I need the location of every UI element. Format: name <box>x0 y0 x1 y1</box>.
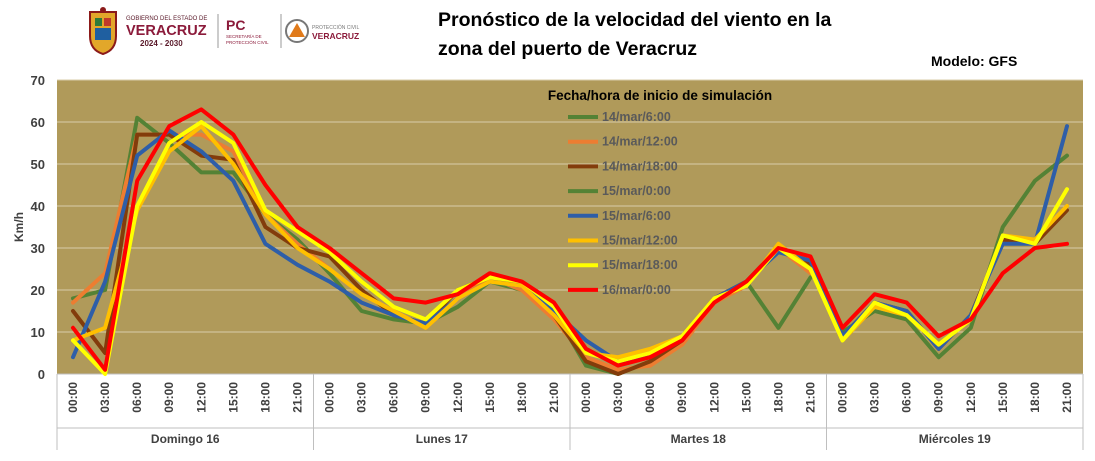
legend-entry: 14/mar/6:00 <box>602 110 671 124</box>
legend-entry: 14/mar/18:00 <box>602 159 678 173</box>
model-label: Modelo: GFS <box>931 53 1018 69</box>
x-tick-label: 15:00 <box>226 382 240 413</box>
x-tick-label: 21:00 <box>290 382 304 413</box>
y-tick-label: 30 <box>31 241 45 256</box>
y-tick-label: 50 <box>31 157 45 172</box>
x-tick-label: 09:00 <box>675 382 689 413</box>
x-tick-label: 15:00 <box>996 382 1010 413</box>
legend-entry: 15/mar/18:00 <box>602 258 678 272</box>
x-tick-label: 18:00 <box>771 382 785 413</box>
pc-sub1-text: SECRETARÍA DE <box>226 33 262 39</box>
legend-entry: 15/mar/0:00 <box>602 184 671 198</box>
x-tick-label: 12:00 <box>964 382 978 413</box>
series-line <box>840 153 1069 360</box>
y-tick-label: 20 <box>31 283 45 298</box>
x-tick-label: 12:00 <box>194 382 208 413</box>
x-tick-label: 21:00 <box>547 382 561 413</box>
day-group-label: Lunes 17 <box>416 432 468 446</box>
pc-sub2-text: PROTECCIÓN CIVIL <box>226 39 269 45</box>
day-group-label: Domingo 16 <box>151 432 220 446</box>
x-tick-label: 15:00 <box>483 382 497 413</box>
gov-years-text: 2024 - 2030 <box>140 39 183 48</box>
x-tick-label: 18:00 <box>1028 382 1042 413</box>
day-group-label: Miércoles 19 <box>919 432 991 446</box>
legend-entry: 15/mar/6:00 <box>602 209 671 223</box>
x-tick-label: 18:00 <box>515 382 529 413</box>
pc2-small-text: PROTECCIÓN CIVIL <box>312 24 359 31</box>
gov-small-text: GOBIERNO DEL ESTADO DE <box>126 16 207 22</box>
chart-title: Pronóstico de la velocidad del viento en… <box>438 6 898 64</box>
x-tick-label: 06:00 <box>387 382 401 413</box>
x-tick-label: 00:00 <box>66 382 80 413</box>
veracruz-coat-of-arms-icon <box>89 7 117 56</box>
pc2-name-text: VERACRUZ <box>312 31 359 41</box>
chart-title-line1: Pronóstico de la velocidad del viento en… <box>438 9 832 31</box>
legend-entry: 16/mar/0:00 <box>602 283 671 297</box>
x-tick-label: 21:00 <box>1060 382 1074 413</box>
y-tick-label: 60 <box>31 115 45 130</box>
header-logos: GOBIERNO DEL ESTADO DE VERACRUZ 2024 - 2… <box>89 7 359 56</box>
x-tick-label: 09:00 <box>419 382 433 413</box>
x-tick-label: 06:00 <box>643 382 657 413</box>
x-tick-label: 00:00 <box>836 382 850 413</box>
gov-name-text: VERACRUZ <box>126 23 207 39</box>
legend-entry: 14/mar/12:00 <box>602 135 678 149</box>
x-tick-label: 03:00 <box>611 382 625 413</box>
x-tick-label: 03:00 <box>98 382 112 413</box>
x-tick-label: 12:00 <box>451 382 465 413</box>
x-tick-label: 00:00 <box>323 382 337 413</box>
legend-entry: 15/mar/12:00 <box>602 234 678 248</box>
y-tick-label: 40 <box>31 199 45 214</box>
y-tick-label: 0 <box>38 367 45 382</box>
pc-text: PC <box>226 17 245 33</box>
x-tick-label: 12:00 <box>707 382 721 413</box>
x-tick-label: 15:00 <box>739 382 753 413</box>
x-tick-label: 03:00 <box>868 382 882 413</box>
y-tick-label: 70 <box>31 73 45 88</box>
x-tick-label: 21:00 <box>803 382 817 413</box>
series-line <box>71 120 1069 376</box>
x-tick-label: 09:00 <box>162 382 176 413</box>
y-axis-title: Km/h <box>12 212 26 242</box>
x-tick-label: 09:00 <box>932 382 946 413</box>
x-tick-label: 00:00 <box>579 382 593 413</box>
x-tick-label: 03:00 <box>355 382 369 413</box>
x-tick-label: 06:00 <box>130 382 144 413</box>
y-tick-label: 10 <box>31 325 45 340</box>
x-tick-label: 18:00 <box>258 382 272 413</box>
civil-protection-emblem-icon <box>285 19 309 43</box>
chart-title-line2: zona del puerto de Veracruz <box>438 38 697 60</box>
series-line <box>71 107 1069 372</box>
x-tick-label: 06:00 <box>900 382 914 413</box>
day-group-label: Martes 18 <box>671 432 727 446</box>
legend-title: Fecha/hora de inicio de simulación <box>548 88 772 103</box>
